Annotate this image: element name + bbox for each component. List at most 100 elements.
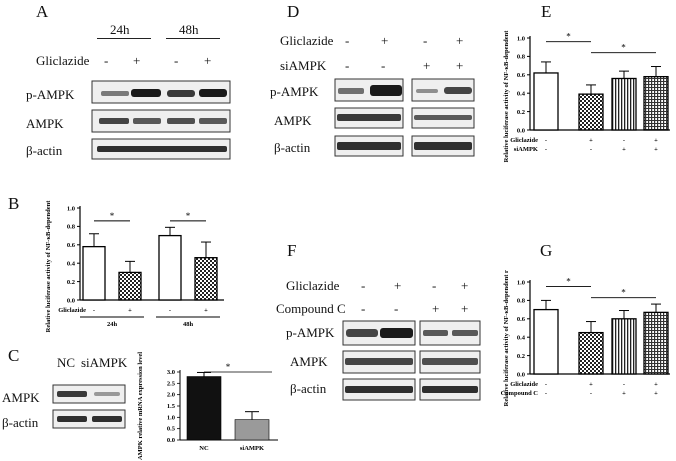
- panel-d-sign: -: [381, 58, 386, 73]
- panel-c-letter: C: [8, 346, 20, 365]
- blot-band: [414, 115, 472, 120]
- panel-f-sign: +: [461, 301, 469, 316]
- treatment-sign: +: [654, 381, 658, 388]
- y-tick-label: 0.8: [517, 54, 526, 61]
- treatment-sign: +: [589, 137, 593, 144]
- y-tick-label: 0.0: [67, 297, 75, 304]
- blot-band: [133, 118, 161, 124]
- blot-strip: [52, 409, 126, 429]
- blot-strip: [52, 384, 126, 404]
- blot-band: [337, 114, 401, 121]
- treatment-sign: +: [204, 307, 208, 314]
- panel-f-letter: F: [287, 241, 297, 260]
- treatment-label: siAMPK: [514, 146, 538, 153]
- blot-band: [380, 328, 413, 338]
- panel-a-24h-bracket: [97, 38, 151, 39]
- treatment-label: Gliclazide: [58, 307, 86, 314]
- panel-e-chart: Relative luciferase activity of NF-κB-de…: [503, 30, 670, 162]
- blot-band: [97, 146, 227, 152]
- panel-a-sign: -: [104, 53, 109, 68]
- group-label: 24h: [107, 321, 118, 328]
- y-tick-label: 0.6: [517, 316, 526, 323]
- y-tick-label: 0.4: [517, 91, 526, 98]
- bar: [533, 308, 559, 375]
- bar: [643, 75, 669, 131]
- y-tick-label: 3.0: [167, 369, 175, 376]
- panel-c-western-blot: [52, 384, 126, 429]
- panel-f-row-label: AMPK: [290, 354, 328, 369]
- blot-band: [416, 89, 438, 93]
- panel-a-time-24h: 24h: [110, 22, 130, 37]
- panel-d-sign: -: [345, 58, 350, 73]
- treatment-sign: +: [622, 146, 626, 153]
- treatment-sign: -: [623, 381, 625, 388]
- y-tick-label: 2.0: [167, 392, 175, 399]
- bar: [234, 419, 270, 441]
- bar: [82, 245, 106, 301]
- treatment-sign: -: [545, 390, 547, 397]
- y-tick-label: 1.0: [517, 35, 525, 42]
- treatment-sign: +: [128, 307, 132, 314]
- blot-band: [57, 391, 87, 397]
- y-tick-label: 0.0: [517, 127, 525, 134]
- treatment-label: Compound C: [501, 390, 539, 397]
- treatment-sign: -: [545, 381, 547, 388]
- blot-band: [94, 392, 120, 396]
- blot-band: [101, 91, 129, 96]
- panel-c-col-header: siAMPK: [81, 355, 128, 370]
- panel-d-row-label: AMPK: [274, 113, 312, 128]
- y-axis-label: Relative luciferase activity of NF-κB-de…: [503, 270, 510, 406]
- y-tick-label: 1.0: [167, 414, 175, 421]
- panel-c-col-header: NC: [57, 355, 76, 370]
- panel-f-treatment-label: Gliclazide: [286, 278, 340, 293]
- panel-a-sign: +: [133, 53, 141, 68]
- bar: [611, 318, 637, 375]
- bar: [578, 331, 604, 375]
- treatment-label: Gliclazide: [510, 381, 538, 388]
- treatment-sign: -: [93, 307, 95, 314]
- panel-f-row-label: p-AMPK: [286, 325, 335, 340]
- panel-c-chart: AMPK relative mRNA expression level 0.0 0.…: [137, 352, 278, 460]
- bar: [118, 271, 142, 301]
- x-tick-label: siAMPK: [240, 445, 264, 452]
- significance-marker: *: [226, 362, 231, 372]
- panel-f-sign: -: [361, 301, 366, 316]
- blot-band: [167, 90, 195, 97]
- blot-band: [452, 330, 478, 336]
- y-tick-label: 2.5: [167, 380, 176, 387]
- blot-band: [338, 88, 364, 94]
- y-tick-label: 0.2: [67, 279, 75, 286]
- bar: [643, 311, 669, 375]
- panel-d-sign: -: [345, 33, 350, 48]
- treatment-sign: -: [590, 390, 592, 397]
- bar: [578, 93, 604, 131]
- bar: [533, 72, 559, 131]
- blot-band: [167, 118, 195, 124]
- panel-g-letter: G: [540, 241, 553, 260]
- blot-band: [345, 358, 413, 365]
- bar: [194, 257, 218, 301]
- panel-f-sign: -: [361, 278, 366, 293]
- panel-f-sign: +: [394, 278, 402, 293]
- panel-d-treatment-label: Gliclazide: [280, 33, 334, 48]
- y-tick-label: 0.6: [67, 242, 76, 249]
- panel-a-row-label: β-actin: [26, 143, 63, 158]
- y-tick-label: 0.0: [517, 371, 525, 378]
- significance-marker: *: [566, 32, 571, 42]
- treatment-label: Gliclazide: [510, 137, 538, 144]
- treatment-sign: +: [622, 390, 626, 397]
- treatment-sign: -: [623, 137, 625, 144]
- panel-f-sign: -: [394, 301, 399, 316]
- blot-band: [370, 85, 402, 96]
- panel-g-chart: Relative luciferase activity of NF-κB-de…: [501, 270, 670, 406]
- significance-marker: *: [110, 211, 115, 221]
- significance-marker: *: [621, 43, 626, 53]
- blot-band: [422, 358, 478, 365]
- x-tick-label: NC: [199, 445, 209, 452]
- treatment-sign: -: [590, 146, 592, 153]
- panel-f-sign: +: [432, 301, 440, 316]
- panel-f-sign: -: [432, 278, 437, 293]
- blot-band: [199, 89, 227, 97]
- blot-band: [57, 416, 87, 422]
